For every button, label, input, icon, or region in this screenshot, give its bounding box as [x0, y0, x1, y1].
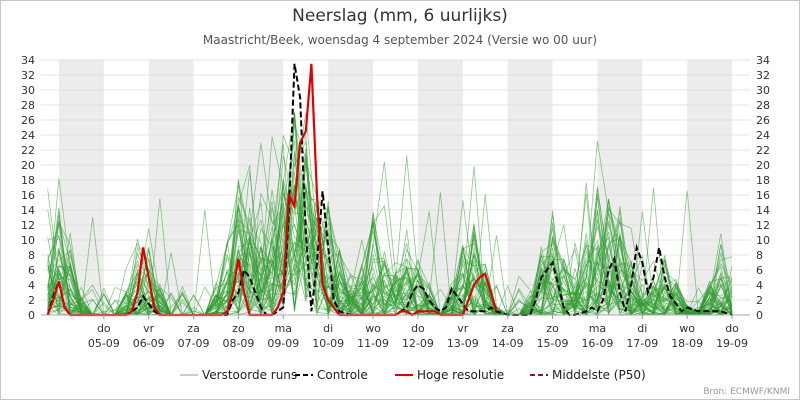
ensemble-run-line — [47, 156, 733, 316]
legend-label: Verstoorde runs — [202, 368, 297, 382]
day-band — [417, 60, 463, 315]
y-tick-label-left: 30 — [21, 84, 35, 97]
y-tick-label-left: 32 — [21, 69, 35, 82]
x-tick-day: do — [97, 322, 111, 335]
ensemble-run-line — [47, 143, 733, 316]
y-tick-label-left: 24 — [21, 129, 35, 142]
y-tick-label-left: 26 — [21, 114, 35, 127]
y-tick-label-left: 6 — [28, 264, 35, 277]
y-tick-label-right: 4 — [756, 279, 763, 292]
x-tick-date: 08-09 — [222, 337, 254, 350]
y-tick-label-left: 8 — [28, 249, 35, 262]
x-tick-date: 13-09 — [447, 337, 479, 350]
y-tick-label-left: 22 — [21, 144, 35, 157]
y-tick-label-right: 26 — [756, 114, 770, 127]
y-tick-label-left: 20 — [21, 159, 35, 172]
y-tick-label-right: 30 — [756, 84, 770, 97]
x-tick-day: ma — [589, 322, 606, 335]
y-tick-label-left: 18 — [21, 174, 35, 187]
x-tick-day: vr — [457, 322, 469, 335]
y-tick-label-left: 16 — [21, 189, 35, 202]
y-tick-label-left: 0 — [28, 309, 35, 322]
x-tick-date: 12-09 — [402, 337, 434, 350]
y-tick-label-right: 34 — [756, 54, 770, 67]
x-tick-day: di — [637, 322, 647, 335]
source-label: Bron: ECMWF/KNMI — [703, 387, 790, 397]
x-tick-day: za — [501, 322, 514, 335]
y-tick-label-right: 16 — [756, 189, 770, 202]
x-tick-day: wo — [365, 322, 381, 335]
legend-label: Controle — [317, 368, 368, 382]
legend-label: Hoge resolutie — [417, 368, 504, 382]
ensemble-run-line — [47, 191, 733, 316]
y-tick-label-left: 34 — [21, 54, 35, 67]
x-tick-date: 16-09 — [581, 337, 613, 350]
y-tick-label-left: 14 — [21, 204, 35, 217]
ensemble-run-line — [47, 204, 733, 316]
x-tick-day: zo — [232, 322, 245, 335]
y-tick-label-right: 12 — [756, 219, 770, 232]
ensemble-run-line — [47, 148, 733, 316]
x-tick-date: 05-09 — [88, 337, 120, 350]
hires-series-line — [46, 63, 498, 317]
y-tick-label-right: 22 — [756, 144, 770, 157]
y-tick-label-right: 0 — [756, 309, 763, 322]
y-tick-label-left: 4 — [28, 279, 35, 292]
x-tick-date: 10-09 — [312, 337, 344, 350]
y-tick-label-left: 2 — [28, 294, 35, 307]
legend-label: Middelste (P50) — [552, 368, 646, 382]
x-tick-day: vr — [143, 322, 155, 335]
day-band — [148, 60, 194, 315]
x-tick-day: ma — [275, 322, 292, 335]
ensemble-run-line — [47, 172, 733, 316]
y-tick-label-right: 10 — [756, 234, 770, 247]
x-tick-date: 17-09 — [626, 337, 658, 350]
y-tick-label-right: 28 — [756, 99, 770, 112]
y-tick-label-left: 28 — [21, 99, 35, 112]
y-tick-label-right: 8 — [756, 249, 763, 262]
y-tick-label-right: 32 — [756, 69, 770, 82]
x-tick-date: 09-09 — [267, 337, 299, 350]
x-tick-date: 19-09 — [716, 337, 748, 350]
x-tick-date: 18-09 — [671, 337, 703, 350]
x-tick-day: di — [323, 322, 333, 335]
x-tick-day: wo — [679, 322, 695, 335]
legend: Verstoorde runs Controle Hoge resolutie Mid… — [180, 368, 646, 382]
x-tick-day: do — [725, 322, 739, 335]
y-tick-label-right: 6 — [756, 264, 763, 277]
ensemble-lines — [47, 112, 733, 317]
y-tick-label-right: 20 — [756, 159, 770, 172]
x-tick-date: 06-09 — [133, 337, 165, 350]
chart-subtitle: Maastricht/Beek, woensdag 4 september 20… — [202, 33, 598, 47]
y-tick-label-right: 2 — [756, 294, 763, 307]
y-tick-label-right: 14 — [756, 204, 770, 217]
x-tick-day: do — [411, 322, 425, 335]
x-tick-date: 11-09 — [357, 337, 389, 350]
y-tick-label-right: 24 — [756, 129, 770, 142]
ensemble-run-line — [47, 198, 733, 316]
x-tick-day: zo — [546, 322, 559, 335]
y-tick-label-right: 18 — [756, 174, 770, 187]
chart-title: Neerslag (mm, 6 uurlijks) — [292, 6, 508, 26]
x-tick-date: 07-09 — [178, 337, 210, 350]
y-tick-label-left: 12 — [21, 219, 35, 232]
ensemble-run-line — [47, 135, 733, 316]
x-tick-day: za — [187, 322, 200, 335]
x-tick-date: 15-09 — [537, 337, 569, 350]
y-tick-label-left: 10 — [21, 234, 35, 247]
x-tick-date: 14-09 — [492, 337, 524, 350]
